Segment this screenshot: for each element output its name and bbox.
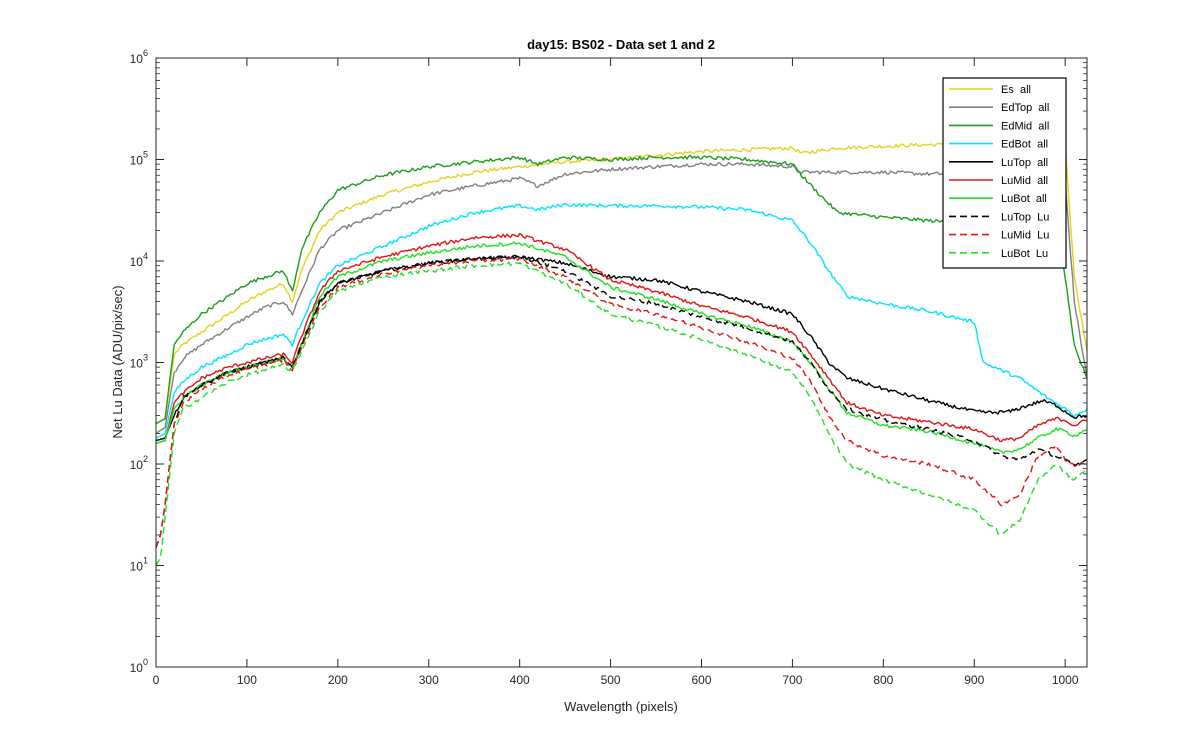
legend-items: Es all EdTop all EdMid all EdBot all LuTop a… (949, 84, 1049, 260)
legend-entry: LuMid all (949, 175, 1048, 187)
series-line-6 (155, 241, 1088, 454)
series-line-5 (155, 232, 1088, 444)
x-tick-label: 800 (873, 673, 893, 687)
y-tick-label: 103 (130, 353, 148, 371)
legend-entry: LuTop all (949, 157, 1048, 169)
legend-entry: LuBot Lu (949, 248, 1048, 260)
y-tick-label: 106 (130, 48, 148, 66)
y-tick-label: 101 (130, 556, 148, 574)
legend-label: LuBot all (1001, 193, 1047, 205)
x-tick-label: 1000 (1052, 673, 1079, 687)
legend-label: LuTop Lu (1001, 211, 1049, 223)
y-tick-label: 105 (130, 150, 148, 168)
series-line-7 (155, 255, 1088, 548)
series-line-3 (155, 202, 1088, 439)
series-line-0 (155, 142, 1088, 425)
legend-label: Es all (1001, 84, 1031, 96)
legend-entry: LuBot all (949, 193, 1047, 205)
series-line-2 (155, 154, 1088, 425)
x-tick-label: 300 (419, 673, 439, 687)
chart-title: day15: BS02 - Data set 1 and 2 (527, 37, 715, 52)
series-layer (155, 142, 1088, 566)
x-axis-label: Wavelength (pixels) (564, 699, 678, 714)
plot-area: 0 100 200 300 400 500 600 700 800 900 1000 100 101 10… (130, 48, 1088, 687)
y-tick-label: 104 (130, 251, 148, 269)
x-tick-label: 500 (601, 673, 621, 687)
legend-label: LuMid all (1001, 175, 1048, 187)
legend-entry: EdBot all (949, 139, 1048, 151)
legend: Es all EdTop all EdMid all EdBot all LuTop a… (942, 77, 1067, 269)
legend-label: EdMid all (1001, 120, 1049, 132)
legend-box (942, 77, 1067, 269)
x-tick-label: 700 (782, 673, 802, 687)
legend-entry: LuTop Lu (949, 211, 1049, 223)
series-line-9 (155, 261, 1088, 566)
legend-entry: EdTop all (949, 102, 1049, 114)
y-tick-label: 102 (130, 454, 148, 472)
y-axis-label: Net Lu Data (ADU/pix/sec) (110, 285, 125, 438)
x-tick-label: 400 (510, 673, 530, 687)
legend-entry: Es all (949, 84, 1031, 96)
axis-ticks: 0 100 200 300 400 500 600 700 800 900 1000 100 101 10… (130, 48, 1087, 687)
x-tick-label: 0 (153, 673, 160, 687)
legend-label: EdTop all (1001, 102, 1049, 114)
x-tick-label: 900 (964, 673, 984, 687)
plot-background (156, 58, 1087, 667)
y-tick-label: 100 (130, 657, 148, 675)
series-line-8 (155, 257, 1088, 548)
x-tick-label: 200 (328, 673, 348, 687)
series-line-1 (155, 161, 1088, 434)
legend-label: LuBot Lu (1001, 248, 1048, 260)
legend-label: LuMid Lu (1001, 230, 1049, 242)
legend-label: EdBot all (1001, 139, 1048, 151)
legend-entry: EdMid all (949, 120, 1049, 132)
x-tick-label: 100 (237, 673, 257, 687)
legend-label: LuTop all (1001, 157, 1048, 169)
x-tick-label: 600 (691, 673, 711, 687)
legend-entry: LuMid Lu (949, 230, 1049, 242)
